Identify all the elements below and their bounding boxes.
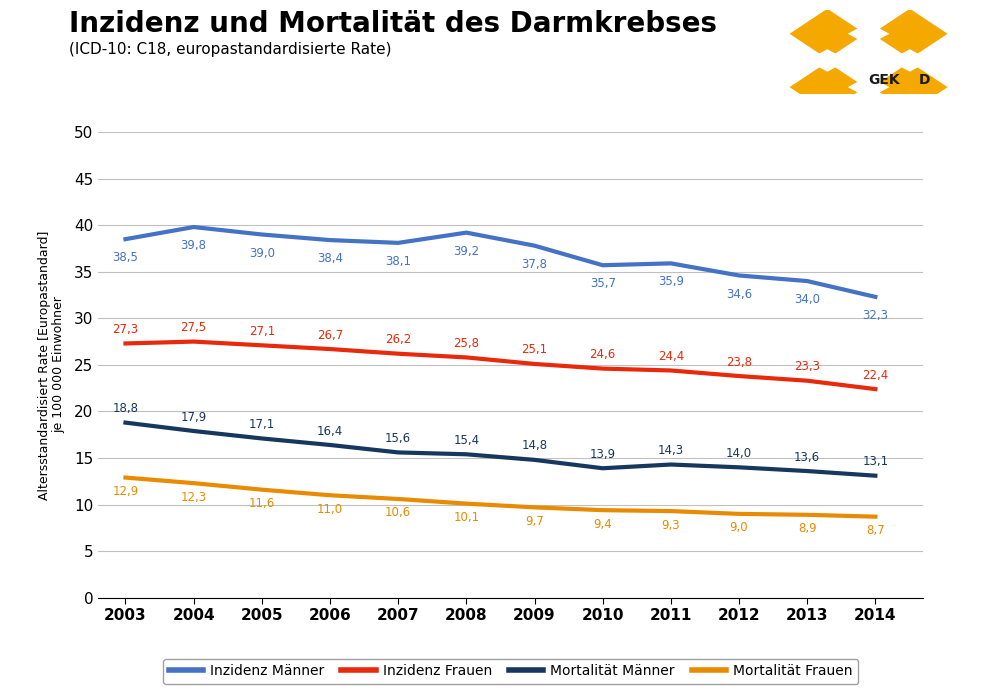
Text: 34,0: 34,0 xyxy=(794,293,820,306)
Text: 14,0: 14,0 xyxy=(726,447,752,460)
Text: 15,4: 15,4 xyxy=(454,434,479,447)
Text: 39,8: 39,8 xyxy=(181,239,206,252)
Text: 12,3: 12,3 xyxy=(181,491,206,504)
Polygon shape xyxy=(847,76,890,99)
Text: 13,9: 13,9 xyxy=(589,448,616,461)
Text: 35,9: 35,9 xyxy=(658,275,683,288)
Text: 8,9: 8,9 xyxy=(798,522,816,535)
Polygon shape xyxy=(847,22,890,45)
Text: 26,7: 26,7 xyxy=(317,329,343,341)
Text: 10,1: 10,1 xyxy=(454,511,479,524)
Polygon shape xyxy=(806,49,848,72)
Text: 10,6: 10,6 xyxy=(385,507,411,519)
Text: 13,6: 13,6 xyxy=(794,450,820,464)
Text: 34,6: 34,6 xyxy=(726,288,752,300)
Text: 25,8: 25,8 xyxy=(454,337,479,350)
Text: 39,2: 39,2 xyxy=(454,245,479,258)
Text: 11,6: 11,6 xyxy=(248,497,275,510)
Text: 11,0: 11,0 xyxy=(317,502,343,516)
Polygon shape xyxy=(872,9,948,59)
Polygon shape xyxy=(790,62,865,112)
Text: 14,8: 14,8 xyxy=(521,439,548,452)
Polygon shape xyxy=(889,49,931,72)
Text: 27,5: 27,5 xyxy=(181,321,206,334)
Text: 23,3: 23,3 xyxy=(794,360,820,373)
Text: 9,4: 9,4 xyxy=(593,518,612,530)
Text: 17,9: 17,9 xyxy=(181,411,207,423)
Text: (ICD-10: C18, europastandardisierte Rate): (ICD-10: C18, europastandardisierte Rate… xyxy=(69,42,391,57)
Text: 9,0: 9,0 xyxy=(730,521,748,534)
Text: 8,7: 8,7 xyxy=(866,524,885,537)
Text: D: D xyxy=(918,73,930,87)
Polygon shape xyxy=(872,62,948,112)
Text: 32,3: 32,3 xyxy=(862,309,889,322)
Text: Inzidenz und Mortalität des Darmkrebses: Inzidenz und Mortalität des Darmkrebses xyxy=(69,10,717,38)
Text: 25,1: 25,1 xyxy=(521,343,548,357)
Text: 23,8: 23,8 xyxy=(726,356,752,368)
Text: 27,3: 27,3 xyxy=(112,323,138,336)
Text: GEK: GEK xyxy=(868,73,900,87)
Text: 38,4: 38,4 xyxy=(317,252,343,265)
Text: 24,6: 24,6 xyxy=(589,348,616,361)
Text: 35,7: 35,7 xyxy=(589,277,616,291)
Text: 27,1: 27,1 xyxy=(248,325,275,338)
Text: 37,8: 37,8 xyxy=(521,258,548,271)
Text: 13,1: 13,1 xyxy=(862,455,889,468)
Text: 12,9: 12,9 xyxy=(112,485,138,498)
Y-axis label: Altersstandardisiert Rate [Europastandard]
je 100 000 Einwohner: Altersstandardisiert Rate [Europastandar… xyxy=(37,230,66,500)
Text: 9,7: 9,7 xyxy=(525,515,544,528)
Text: 15,6: 15,6 xyxy=(385,432,411,445)
Text: 9,3: 9,3 xyxy=(662,518,681,532)
Text: 38,5: 38,5 xyxy=(113,252,138,264)
Text: 18,8: 18,8 xyxy=(113,402,138,415)
Text: I: I xyxy=(904,73,909,87)
Text: 24,4: 24,4 xyxy=(658,350,684,363)
Text: 17,1: 17,1 xyxy=(248,418,275,431)
Text: 22,4: 22,4 xyxy=(862,368,889,382)
Text: 16,4: 16,4 xyxy=(317,425,343,438)
Legend: Inzidenz Männer, Inzidenz Frauen, Mortalität Männer, Mortalität Frauen: Inzidenz Männer, Inzidenz Frauen, Mortal… xyxy=(163,659,858,684)
Text: 26,2: 26,2 xyxy=(385,333,411,346)
Text: 14,3: 14,3 xyxy=(658,444,683,457)
Text: 38,1: 38,1 xyxy=(385,255,411,268)
Text: 39,0: 39,0 xyxy=(248,247,275,260)
Polygon shape xyxy=(790,9,865,59)
